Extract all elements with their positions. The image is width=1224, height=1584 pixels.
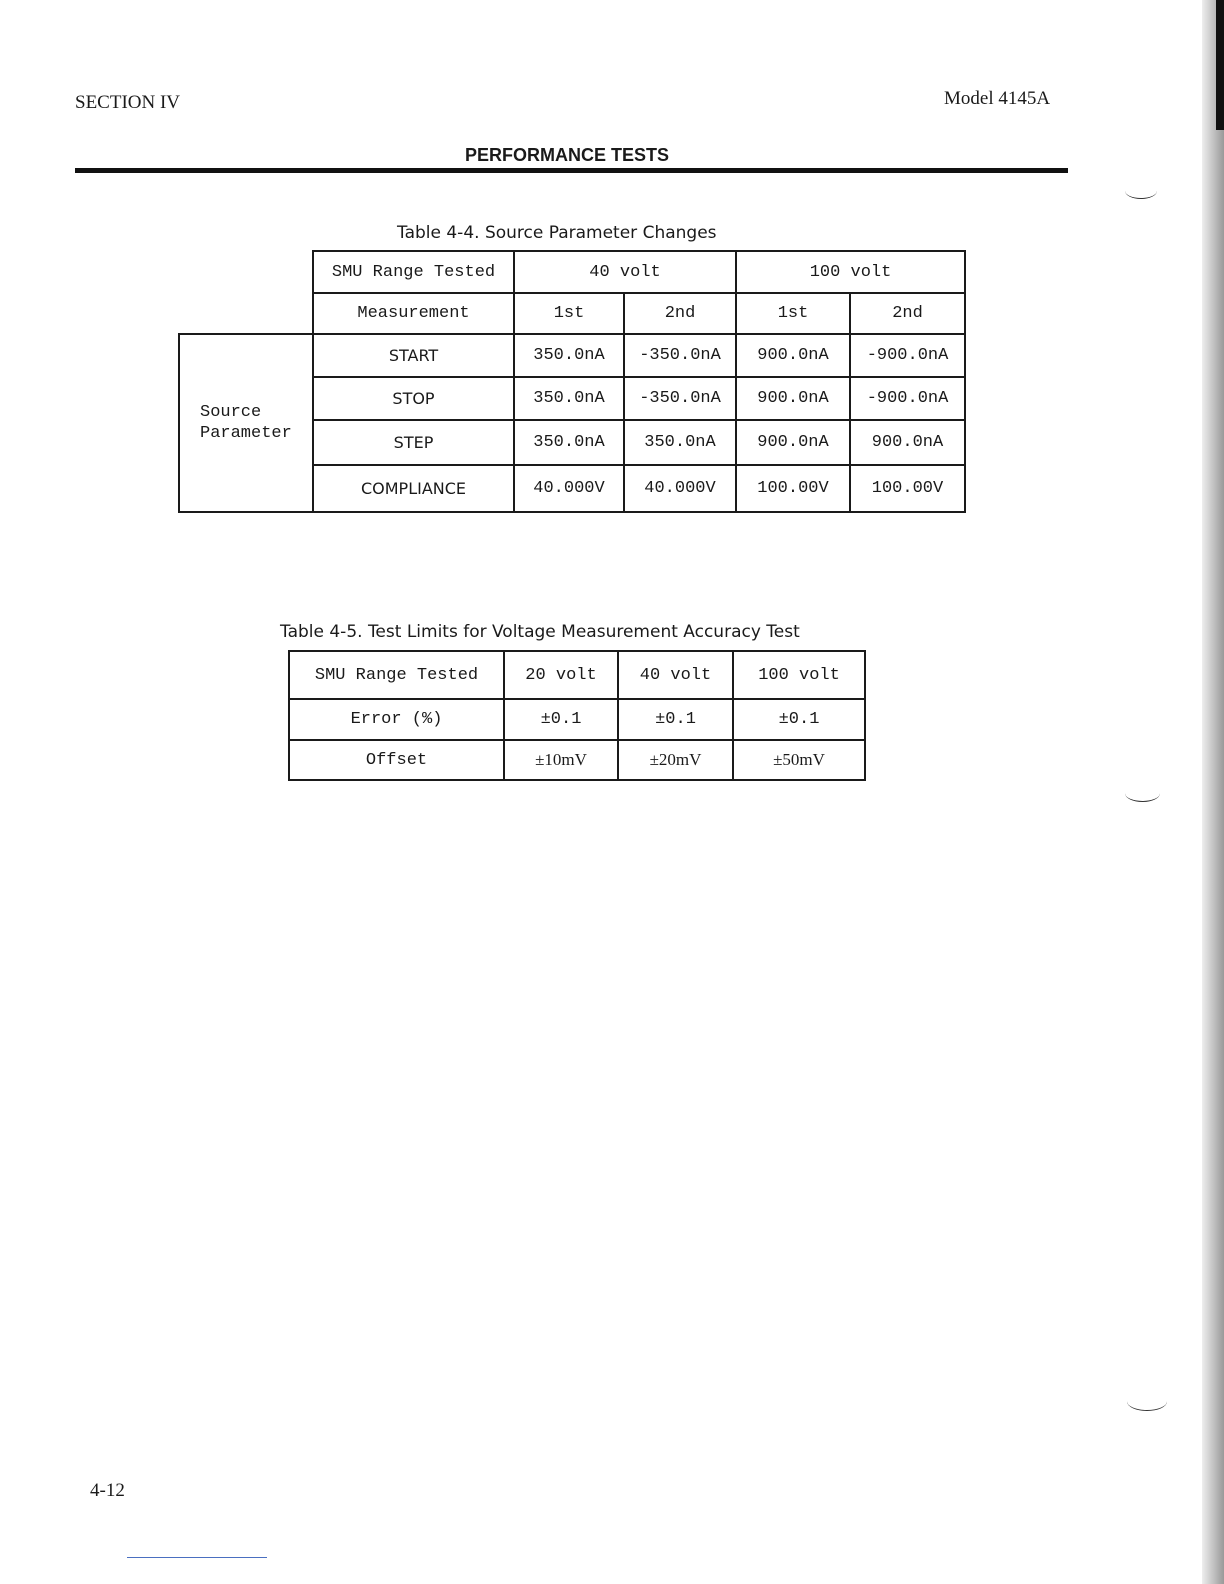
table-cell: 350.0nA: [513, 419, 625, 466]
header-cell: SMU Range Tested: [288, 650, 505, 700]
table-4-4-caption: Table 4-4. Source Parameter Changes: [397, 223, 717, 243]
binder-hole-mark: [1125, 785, 1160, 802]
table-cell: ±0.1: [732, 698, 866, 741]
header-cell: SMU Range Tested: [312, 250, 515, 294]
row-label: START: [312, 333, 515, 378]
header-cell: 1st: [513, 292, 625, 335]
header-cell: 40 volt: [513, 250, 737, 294]
table-cell: 900.0nA: [735, 333, 851, 378]
table-4-4: SMU Range Tested 40 volt 100 volt Measur…: [178, 250, 966, 513]
scan-edge: [1202, 0, 1224, 1584]
table-cell: 100.00V: [849, 464, 966, 513]
table-4-5-caption: Table 4-5. Test Limits for Voltage Measu…: [280, 622, 800, 642]
page-title: PERFORMANCE TESTS: [465, 145, 670, 165]
table-cell: 350.0nA: [513, 376, 625, 421]
header-cell: 1st: [735, 292, 851, 335]
table-cell: -900.0nA: [849, 376, 966, 421]
table-cell: ±0.1: [503, 698, 619, 741]
table-cell: 900.0nA: [735, 419, 851, 466]
table-4-5: SMU Range Tested 20 volt 40 volt 100 vol…: [288, 650, 866, 781]
table-cell: 40.000V: [513, 464, 625, 513]
table-cell: ±0.1: [617, 698, 734, 741]
header-cell: Measurement: [312, 292, 515, 335]
header-cell: 100 volt: [732, 650, 866, 700]
table-cell: -900.0nA: [849, 333, 966, 378]
binder-hole-mark: [1125, 183, 1157, 199]
table-cell: 350.0nA: [623, 419, 737, 466]
header-cell: 100 volt: [735, 250, 966, 294]
row-label: STOP: [312, 376, 515, 421]
table-cell: ±20mV: [617, 739, 734, 781]
table-cell: ±50mV: [732, 739, 866, 781]
table-cell: 900.0nA: [735, 376, 851, 421]
header-cell: 20 volt: [503, 650, 619, 700]
scan-line: [127, 1557, 267, 1558]
row-label: Error (%): [288, 698, 505, 741]
table-cell: -350.0nA: [623, 333, 737, 378]
section-label: SECTION IV: [75, 92, 181, 113]
table-cell: 100.00V: [735, 464, 851, 513]
table-cell: ±10mV: [503, 739, 619, 781]
table-cell: 40.000V: [623, 464, 737, 513]
binder-hole-mark: [1127, 1392, 1167, 1411]
row-group-label: Source Parameter: [178, 333, 314, 513]
model-label: Model 4145A: [944, 88, 1051, 109]
header-cell: 2nd: [623, 292, 737, 335]
header-cell: 40 volt: [617, 650, 734, 700]
table-cell: 900.0nA: [849, 419, 966, 466]
row-label: Offset: [288, 739, 505, 781]
table-cell: -350.0nA: [623, 376, 737, 421]
page-number: 4-12: [90, 1480, 125, 1501]
header-cell: 2nd: [849, 292, 966, 335]
header-rule: [75, 168, 1068, 173]
row-label: STEP: [312, 419, 515, 466]
row-label: COMPLIANCE: [312, 464, 515, 513]
table-cell: 350.0nA: [513, 333, 625, 378]
